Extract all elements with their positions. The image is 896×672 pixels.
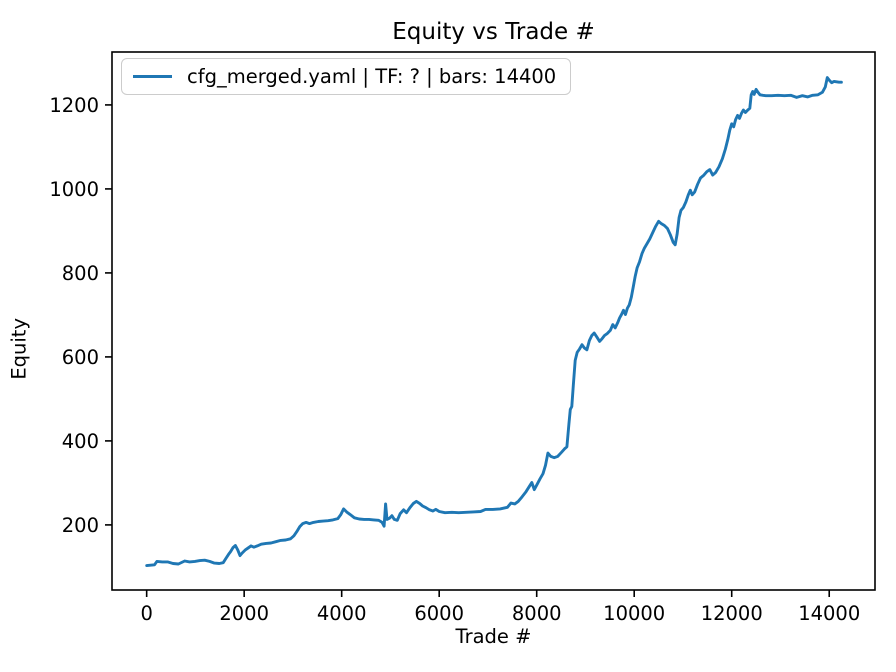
chart-title: Equity vs Trade # <box>392 19 595 45</box>
y-tick-label: 400 <box>62 430 99 453</box>
x-tick-label: 12000 <box>701 602 763 625</box>
x-tick-label: 0 <box>140 602 152 625</box>
axes-spines <box>111 51 876 591</box>
y-tick-label: 800 <box>62 262 99 285</box>
legend-line-sample-icon <box>133 75 172 78</box>
y-tick-label: 200 <box>62 514 99 537</box>
legend: cfg_merged.yaml | TF: ? | bars: 14400 <box>121 58 572 95</box>
x-tick-label: 6000 <box>414 602 464 625</box>
legend-label: cfg_merged.yaml | TF: ? | bars: 14400 <box>187 65 557 88</box>
y-tick-label: 1200 <box>49 94 99 117</box>
x-tick-label: 2000 <box>219 602 269 625</box>
x-tick-label: 8000 <box>512 602 562 625</box>
equity-curve <box>145 76 843 568</box>
x-axis-label: Trade # <box>455 625 532 648</box>
y-tick-label: 1000 <box>49 178 99 201</box>
x-tick-label: 4000 <box>317 602 367 625</box>
x-tick-label: 10000 <box>603 602 665 625</box>
y-tick-label: 600 <box>62 346 99 369</box>
x-tick-label: 14000 <box>798 602 860 625</box>
